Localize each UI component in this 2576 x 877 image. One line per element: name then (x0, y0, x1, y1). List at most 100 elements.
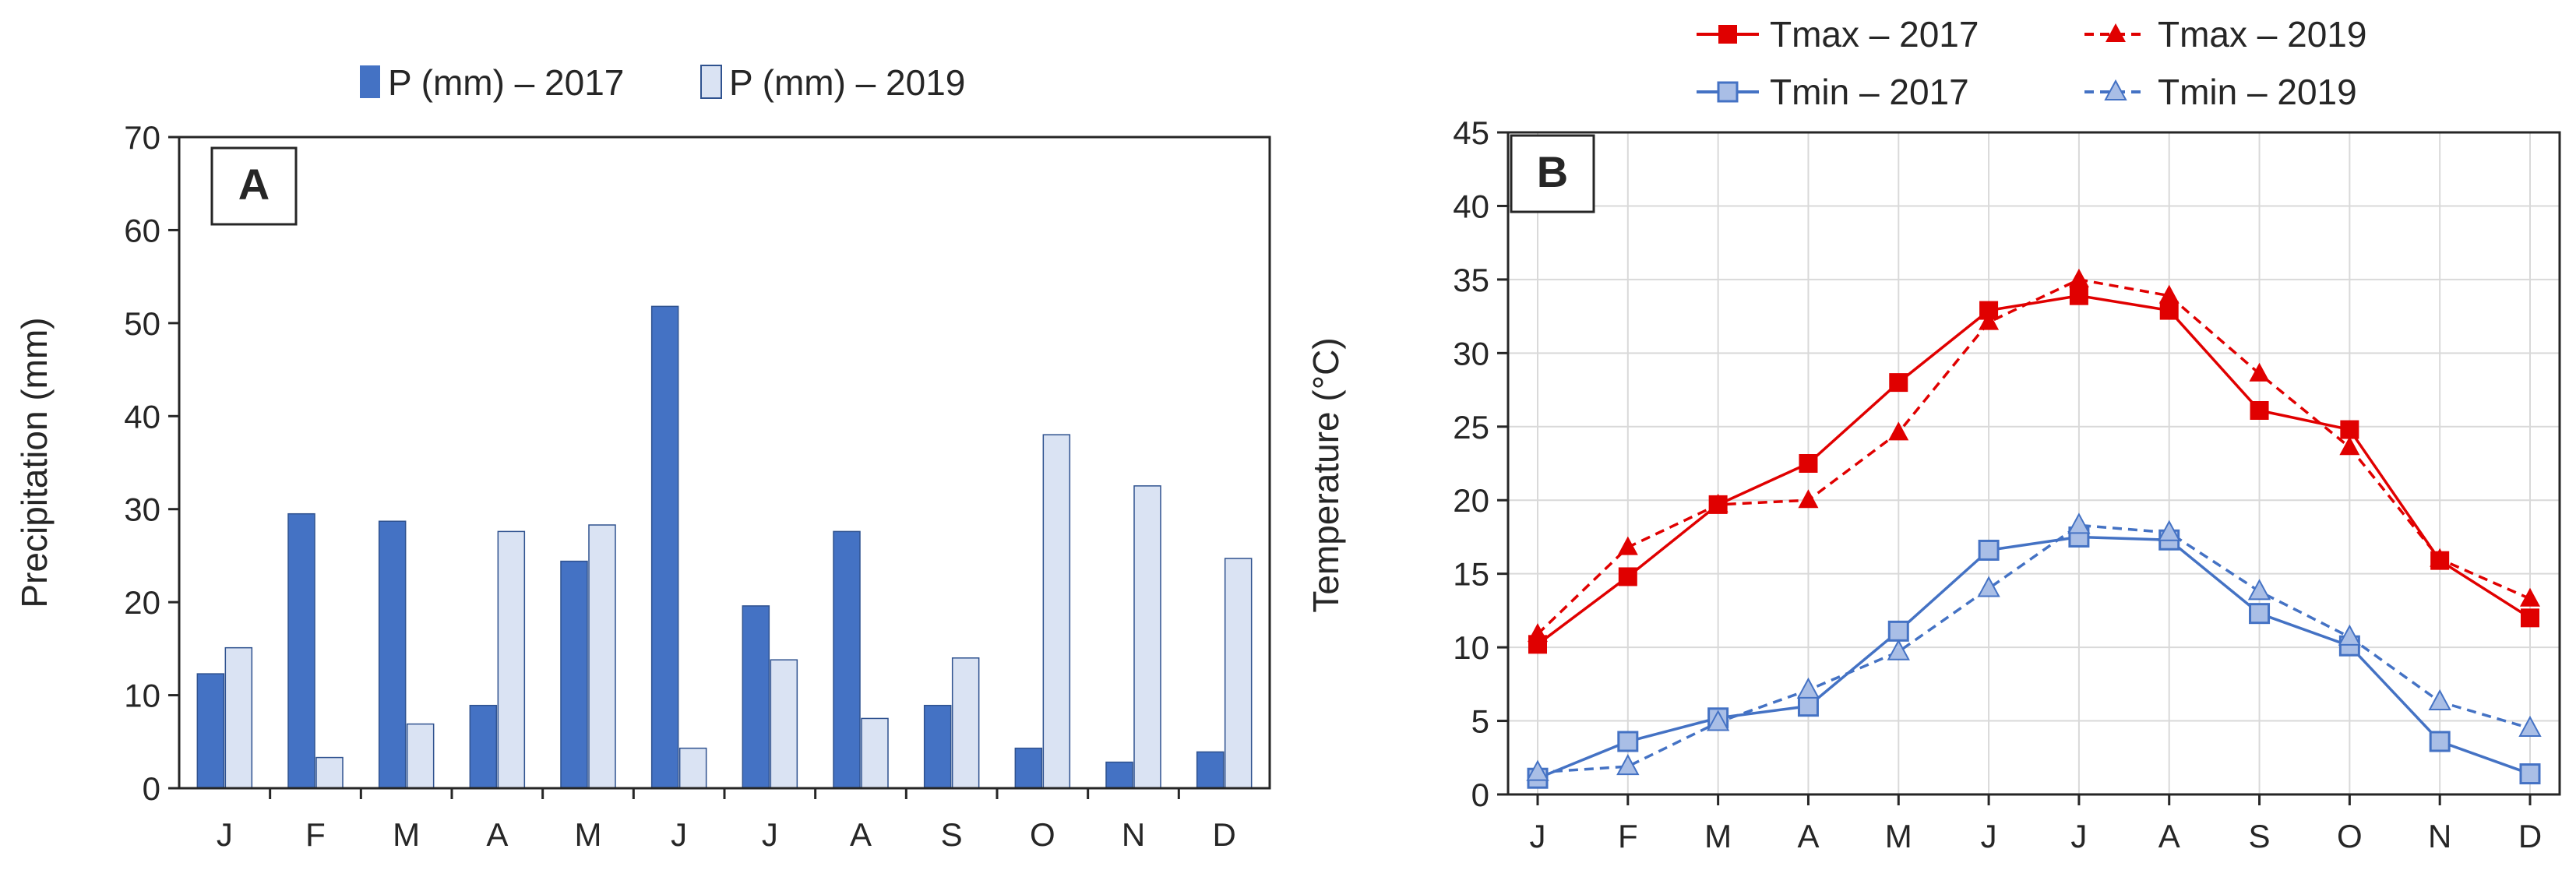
legend-label-p-2017: P (mm) – 2017 (388, 62, 624, 103)
line-tmax-2017 (1536, 294, 2531, 646)
marker-tmin-2017-4 (1887, 620, 1909, 642)
series-markers-b (1526, 268, 2542, 789)
bars-a (196, 305, 1253, 789)
x-tick-label-b: A (2158, 818, 2180, 854)
x-tick-label-a: D (1212, 816, 1235, 853)
bar-p-mm-2017-5 (650, 305, 679, 789)
y-axis-a: 0 10 20 30 40 50 60 70 (124, 119, 179, 807)
marker-tmax-2019-9 (2339, 436, 2360, 456)
marker-tmax-2019-3 (1798, 489, 1819, 509)
marker-tmin-2019-11 (2518, 715, 2542, 737)
legend-label-tmax-2019: Tmax – 2019 (2158, 14, 2366, 55)
bar-p-mm-2017-6 (742, 605, 770, 789)
bar-p-mm-2019-11 (1224, 558, 1253, 789)
y-tick-label-b: 45 (1453, 114, 1489, 151)
bar-p-mm-2017-7 (833, 530, 861, 789)
legend-marker-tmax-2019 (2106, 23, 2126, 42)
marker-tmax-2019-5 (1979, 311, 2000, 330)
legend-marker-tmin-2017 (1717, 81, 1739, 103)
marker-tmin-2017-3 (1797, 696, 1819, 717)
legend-swatch-p-2019 (700, 65, 722, 99)
y-axis-label-a: Precipitation (mm) (14, 317, 55, 608)
panel-label-b: B (1537, 147, 1568, 196)
gridlines-b (1508, 132, 2560, 795)
y-axis-b: 0 5 10 15 20 25 30 35 40 45 (1453, 114, 1508, 813)
y-tick-label-b: 20 (1453, 482, 1489, 519)
y-tick-label-b: 10 (1453, 629, 1489, 666)
plot-frame-b (1506, 131, 2561, 796)
bar-p-mm-2017-8 (923, 704, 952, 789)
legend-marker-tmax-2017 (1718, 25, 1737, 44)
y-tick-label-b: 0 (1471, 777, 1489, 813)
marker-tmax-2019-2 (1707, 493, 1728, 512)
marker-tmin-2017-1 (1617, 731, 1639, 752)
bar-p-mm-2019-10 (1133, 485, 1161, 789)
marker-tmin-2017-11 (2519, 763, 2541, 785)
marker-tmax-2017-7 (2159, 301, 2179, 320)
line-tmin-2017 (1537, 535, 2531, 780)
marker-tmax-2019-8 (2249, 362, 2270, 382)
bar-p-mm-2019-1 (315, 756, 344, 789)
marker-tmin-2019-4 (1887, 639, 1910, 660)
x-tick-label-a: A (486, 816, 508, 853)
x-tick-label-b: J (2070, 818, 2087, 854)
y-tick-label-a: 60 (124, 212, 160, 248)
bar-p-mm-2019-2 (406, 723, 435, 789)
y-tick-label-a: 70 (124, 119, 160, 156)
marker-tmin-2017-8 (2249, 603, 2271, 625)
x-tick-label-b: N (2428, 818, 2451, 854)
line-tmax-2019 (1536, 278, 2531, 636)
bar-p-mm-2017-10 (1105, 761, 1133, 789)
x-tick-label-a: M (575, 816, 602, 853)
y-tick-label-b: 5 (1471, 703, 1489, 740)
legend-a: P (mm) – 2017 P (mm) – 2019 (360, 62, 965, 103)
marker-tmin-2019-5 (1977, 576, 2000, 597)
panel-label-box-a (210, 146, 298, 226)
legend-label-tmax-2017: Tmax – 2017 (1770, 14, 1979, 55)
legend-marker-tmin-2019 (2104, 79, 2127, 100)
legend-label-tmin-2019: Tmin – 2019 (2158, 72, 2357, 112)
y-tick-label-a: 50 (124, 305, 160, 342)
marker-tmax-2017-11 (2521, 608, 2539, 628)
y-tick-label-b: 30 (1453, 335, 1489, 372)
y-axis-label-b: Temperature (°C) (1306, 337, 1346, 612)
bar-p-mm-2017-3 (469, 704, 498, 789)
bar-p-mm-2019-4 (588, 524, 616, 789)
marker-tmax-2017-9 (2340, 420, 2359, 439)
y-tick-label-b: 25 (1453, 409, 1489, 446)
marker-tmin-2019-10 (2428, 689, 2451, 710)
marker-tmin-2019-8 (2247, 579, 2271, 601)
legend-label-p-2019: P (mm) – 2019 (729, 62, 965, 103)
line-tmin-2019 (1537, 523, 2531, 774)
y-tick-label-a: 30 (124, 491, 160, 528)
marker-tmax-2017-8 (2250, 401, 2269, 420)
chart-b: Tmax – 2017 Tmax – 2019 Tmin – 2017 Tmin… (1306, 14, 2561, 854)
x-tick-label-b: M (1704, 818, 1732, 854)
x-tick-label-b: J (1530, 818, 1546, 854)
bar-p-mm-2017-2 (378, 520, 407, 789)
panel-label-box-b (1510, 134, 1595, 213)
x-tick-label-a: J (671, 816, 687, 853)
marker-tmax-2019-10 (2430, 548, 2451, 567)
y-tick-label-a: 20 (124, 584, 160, 621)
bar-p-mm-2019-8 (951, 657, 980, 789)
bar-p-mm-2017-0 (196, 673, 225, 789)
legend-swatch-p-2017 (360, 65, 380, 98)
y-tick-label-a: 0 (143, 770, 160, 807)
x-tick-label-b: F (1618, 818, 1638, 854)
marker-tmin-2017-5 (1978, 539, 2000, 561)
marker-tmax-2019-11 (2520, 587, 2540, 607)
x-tick-label-b: M (1885, 818, 1912, 854)
x-tick-label-b: S (2249, 818, 2271, 854)
bar-p-mm-2019-7 (861, 717, 889, 789)
marker-tmax-2019-7 (2158, 284, 2180, 304)
bar-p-mm-2017-4 (560, 560, 588, 789)
bar-p-mm-2017-11 (1196, 751, 1225, 789)
x-tick-label-b: O (2337, 818, 2363, 854)
bar-p-mm-2019-5 (678, 747, 707, 789)
y-tick-label-b: 35 (1453, 262, 1489, 298)
marker-tmax-2019-4 (1888, 421, 1909, 441)
